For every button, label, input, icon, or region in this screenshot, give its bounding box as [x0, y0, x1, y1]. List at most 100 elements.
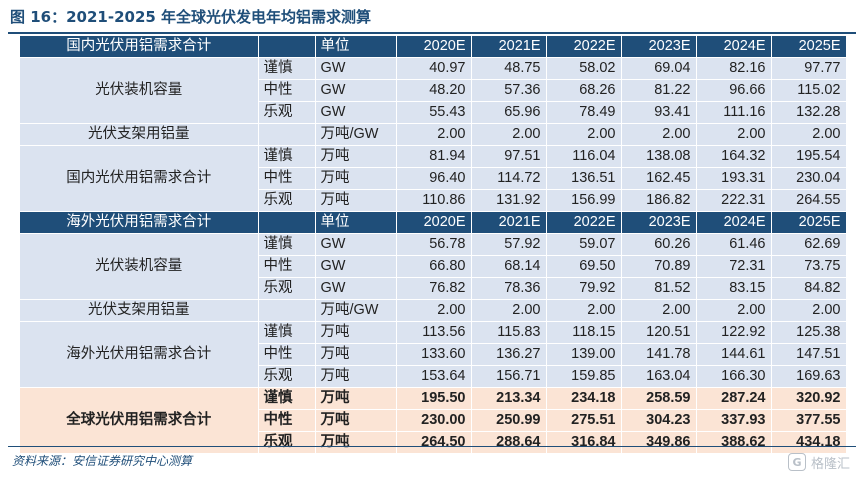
value-cell: 2.00	[771, 123, 847, 146]
value-cell: 349.86	[621, 431, 697, 454]
unit-cell: GW	[315, 277, 397, 300]
value-cell: 234.18	[546, 387, 622, 410]
table-row: 光伏支架用铝量 万吨/GW 2.00 2.00 2.00 2.00 2.00 2.00	[20, 123, 847, 146]
value-cell: 222.31	[696, 189, 772, 212]
year-header: 2022E	[546, 211, 622, 234]
scenario-cell: 中性	[258, 343, 316, 366]
value-cell: 2.00	[396, 123, 472, 146]
value-cell: 166.30	[696, 365, 772, 388]
value-cell: 258.59	[621, 387, 697, 410]
value-cell: 81.52	[621, 277, 697, 300]
value-cell: 193.31	[696, 167, 772, 190]
value-cell: 195.54	[771, 145, 847, 168]
table-row: 海外光伏用铝需求合计 谨慎 万吨 113.56 115.83 118.15 120.51 12…	[20, 321, 847, 388]
scenario-cell: 乐观	[258, 189, 316, 212]
value-cell: 96.66	[696, 79, 772, 102]
unit-header: 单位	[315, 36, 397, 58]
table-row: 中性 GW 48.20 57.36 68.26 81.22 96.66 115.02	[20, 79, 847, 102]
value-cell: 2.00	[471, 123, 547, 146]
year-header: 2021E	[471, 211, 547, 234]
unit-cell: 万吨	[315, 189, 397, 212]
value-cell: 114.72	[471, 167, 547, 190]
table-row: 光伏支架用铝量 万吨/GW 2.00 2.00 2.00 2.00 2.00 2.00	[20, 299, 847, 322]
value-cell: 264.50	[396, 431, 472, 454]
table-row: 中性 GW 66.80 68.14 69.50 70.89 72.31 73.75	[20, 255, 847, 278]
watermark: G 格隆汇	[787, 452, 850, 472]
scenario-cell: 中性	[258, 167, 316, 190]
value-cell: 164.32	[696, 145, 772, 168]
table-row: 乐观 万吨 110.86 131.92 156.99 186.82 222.31 264.55	[20, 189, 847, 212]
value-cell: 81.22	[621, 79, 697, 102]
blank-cell	[258, 123, 316, 146]
value-cell: 116.04	[546, 145, 622, 168]
value-cell: 69.50	[546, 255, 622, 278]
unit-cell: 万吨	[315, 145, 397, 168]
watermark-logo-icon: G	[787, 453, 806, 471]
unit-cell: 万吨	[315, 343, 397, 366]
value-cell: 97.77	[771, 57, 847, 80]
value-cell: 55.43	[396, 101, 472, 124]
table-row: 光伏装机容量 谨慎 GW 56.78 57.92 59.07 60.26 61.46 62.69	[20, 233, 847, 300]
value-cell: 320.92	[771, 387, 847, 410]
value-cell: 76.82	[396, 277, 472, 300]
value-cell: 59.07	[546, 233, 622, 256]
value-cell: 82.16	[696, 57, 772, 80]
value-cell: 111.16	[696, 101, 772, 124]
year-header: 2020E	[396, 36, 472, 58]
value-cell: 195.50	[396, 387, 472, 410]
value-cell: 337.93	[696, 409, 772, 432]
value-cell: 304.23	[621, 409, 697, 432]
value-cell: 2.00	[396, 299, 472, 322]
table-row: 中性 万吨 230.00 250.99 275.51 304.23 337.93 377.55	[20, 409, 847, 432]
section-header-label: 国内光伏用铝需求合计	[20, 36, 259, 58]
section-header-label: 海外光伏用铝需求合计	[20, 211, 259, 234]
value-cell: 186.82	[621, 189, 697, 212]
value-cell: 78.36	[471, 277, 547, 300]
value-cell: 163.04	[621, 365, 697, 388]
unit-cell: 万吨	[315, 409, 397, 432]
value-cell: 434.18	[771, 431, 847, 454]
value-cell: 230.00	[396, 409, 472, 432]
value-cell: 156.71	[471, 365, 547, 388]
unit-cell: 万吨/GW	[315, 123, 397, 146]
scenario-cell: 中性	[258, 79, 316, 102]
table-row: 全球光伏用铝需求合计 谨慎 万吨 195.50 213.34 234.18 258.59 28…	[20, 387, 847, 454]
value-cell: 81.94	[396, 145, 472, 168]
value-cell: 78.49	[546, 101, 622, 124]
source-note: 资料来源：安信证券研究中心测算	[12, 454, 193, 468]
table-row: 国内光伏用铝需求合计 谨慎 万吨 81.94 97.51 116.04 138.08 164.…	[20, 145, 847, 212]
table-row: 中性 万吨 133.60 136.27 139.00 141.78 144.61 147.51	[20, 343, 847, 366]
value-cell: 159.85	[546, 365, 622, 388]
value-cell: 2.00	[546, 299, 622, 322]
year-header: 2023E	[621, 211, 697, 234]
unit-cell: GW	[315, 255, 397, 278]
value-cell: 58.02	[546, 57, 622, 80]
value-cell: 79.92	[546, 277, 622, 300]
value-cell: 147.51	[771, 343, 847, 366]
unit-cell: 万吨	[315, 321, 397, 344]
value-cell: 69.04	[621, 57, 697, 80]
value-cell: 213.34	[471, 387, 547, 410]
year-header: 2025E	[771, 36, 847, 58]
value-cell: 2.00	[621, 123, 697, 146]
group-label: 全球光伏用铝需求合计	[20, 387, 259, 454]
value-cell: 84.82	[771, 277, 847, 300]
value-cell: 56.78	[396, 233, 472, 256]
group-label: 光伏支架用铝量	[20, 123, 259, 146]
scenario-cell: 乐观	[258, 101, 316, 124]
table-row: 光伏装机容量 谨慎 GW 40.97 48.75 58.02 69.04 82.16 97.77	[20, 57, 847, 124]
unit-cell: GW	[315, 101, 397, 124]
value-cell: 65.96	[471, 101, 547, 124]
table-row: 乐观 GW 76.82 78.36 79.92 81.52 83.15 84.82	[20, 277, 847, 300]
year-header: 2025E	[771, 211, 847, 234]
value-cell: 288.64	[471, 431, 547, 454]
year-header: 2024E	[696, 36, 772, 58]
unit-cell: GW	[315, 79, 397, 102]
value-cell: 57.36	[471, 79, 547, 102]
value-cell: 162.45	[621, 167, 697, 190]
value-cell: 138.08	[621, 145, 697, 168]
value-cell: 136.51	[546, 167, 622, 190]
unit-cell: 万吨	[315, 387, 397, 410]
value-cell: 141.78	[621, 343, 697, 366]
table-row: 中性 万吨 96.40 114.72 136.51 162.45 193.31 230.04	[20, 167, 847, 190]
